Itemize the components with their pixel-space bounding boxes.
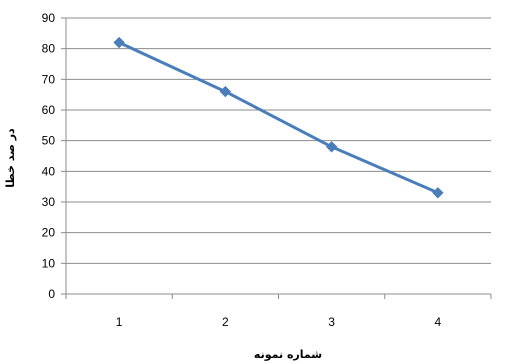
y-tick-labels: 0 10 20 30 40 50 60 70 80 90: [42, 11, 56, 301]
y-axis-title: در صد خطا: [4, 128, 17, 188]
y-tick-label: 10: [42, 256, 56, 270]
series-line: [117, 41, 440, 195]
grid-lines: [66, 17, 491, 264]
data-point-marker: [219, 85, 232, 98]
data-point-marker: [432, 187, 444, 199]
y-tick-label: 0: [48, 287, 55, 301]
y-tick-label: 40: [42, 164, 56, 178]
y-tick-label: 30: [42, 195, 56, 209]
y-tick-label: 70: [42, 72, 56, 86]
y-tick-label: 20: [42, 226, 56, 240]
x-tick-label: 3: [328, 315, 335, 329]
x-tick-labels: 1 2 3 4: [116, 315, 442, 329]
x-tick-label: 1: [116, 315, 123, 329]
y-tick-label: 80: [42, 42, 56, 56]
data-point-marker: [113, 36, 125, 49]
y-tick-label: 60: [42, 103, 56, 117]
series-layer: [113, 36, 444, 199]
y-tick-label: 90: [42, 11, 56, 25]
y-tick-label: 50: [42, 134, 56, 148]
x-tick-label: 2: [222, 315, 229, 329]
data-point-marker: [325, 141, 338, 153]
axes: [61, 17, 492, 299]
x-tick-label: 4: [435, 315, 442, 329]
x-axis-title: شماره نمونه: [254, 348, 322, 361]
